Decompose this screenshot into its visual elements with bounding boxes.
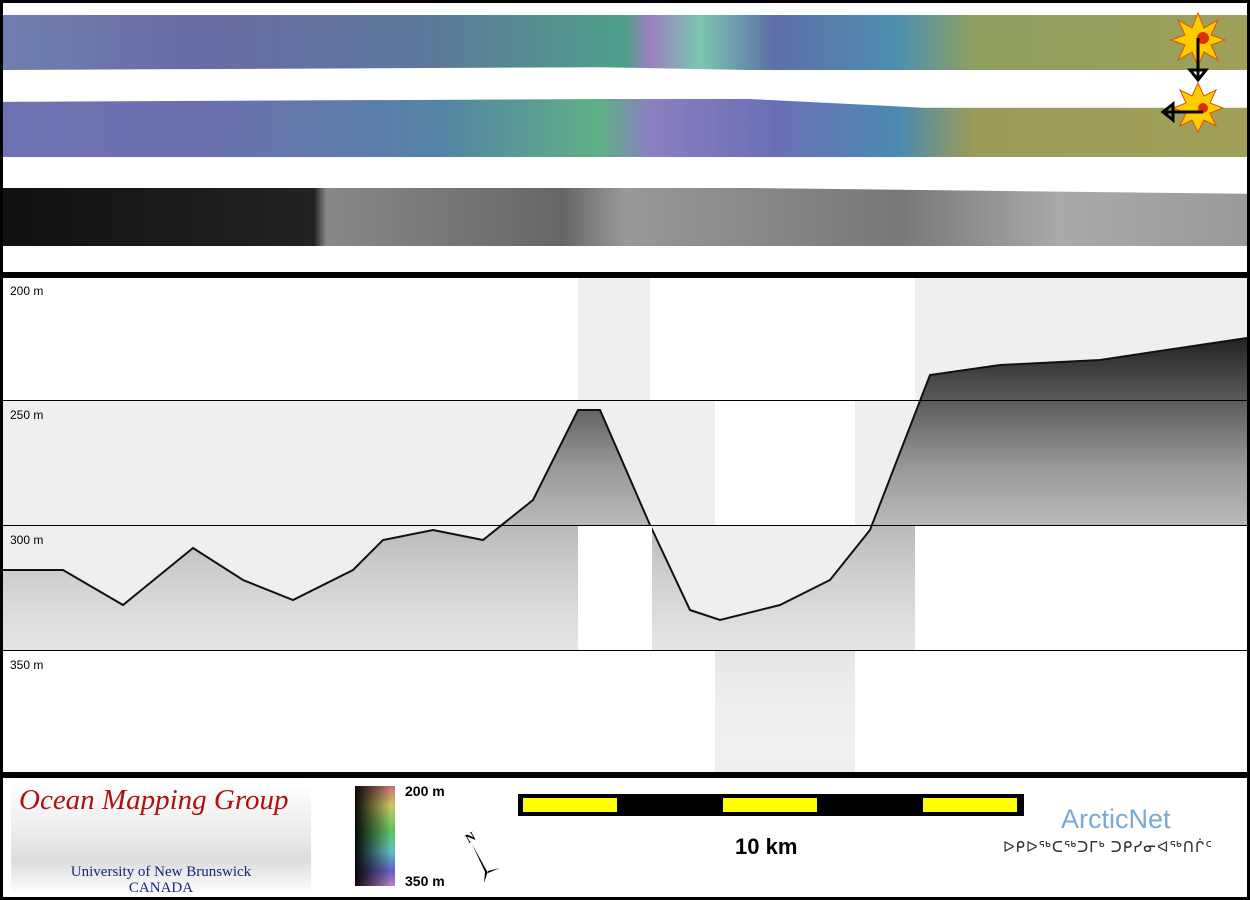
arrow-left-icon [1160, 100, 1203, 124]
depth-label: 200 m [10, 284, 44, 298]
bathymetry-strip-2 [3, 99, 1247, 157]
subbottom-profile-panel: 200 m 250 m 300 m 350 m [3, 278, 1247, 772]
colorbar-top-label: 200 m [405, 783, 445, 799]
arrow-down-icon [1186, 38, 1210, 83]
profile-plot [3, 278, 1247, 772]
depth-colorbar [355, 786, 395, 886]
illumination-icons [1160, 11, 1227, 133]
arcticnet-syllabics: ᐅᑭᐅᖅᑕᖅᑐᒥᒃ ᑐᑭᓯᓂᐊᖅᑎᒌᑦ [1003, 839, 1213, 856]
omg-title: Ocean Mapping Group [19, 784, 289, 816]
scale-bar-label: 10 km [735, 834, 798, 859]
depth-label: 350 m [10, 658, 44, 672]
colorbar-bottom-label: 350 m [405, 873, 445, 889]
omg-country: CANADA [128, 880, 194, 896]
ocean-mapping-group-logo: Ocean Mapping Group University of New Br… [11, 782, 311, 896]
arcticnet-logo: ArcticNet [1061, 804, 1171, 834]
backscatter-strip [3, 188, 1247, 246]
bathymetry-strip-1 [3, 15, 1247, 70]
depth-gridline [3, 400, 1247, 401]
depth-gridline [3, 525, 1247, 526]
north-label: N [463, 828, 479, 846]
swath-strips-panel [3, 3, 1247, 272]
omg-university: University of New Brunswick [70, 864, 252, 880]
depth-label: 250 m [10, 408, 44, 422]
legend-panel: Ocean Mapping Group University of New Br… [3, 778, 1247, 897]
depth-gridline [3, 650, 1247, 651]
north-arrow-icon: N [463, 828, 500, 883]
scale-bar [518, 794, 1024, 816]
sun-illumination-icon [1171, 81, 1225, 133]
depth-label: 300 m [10, 533, 44, 547]
